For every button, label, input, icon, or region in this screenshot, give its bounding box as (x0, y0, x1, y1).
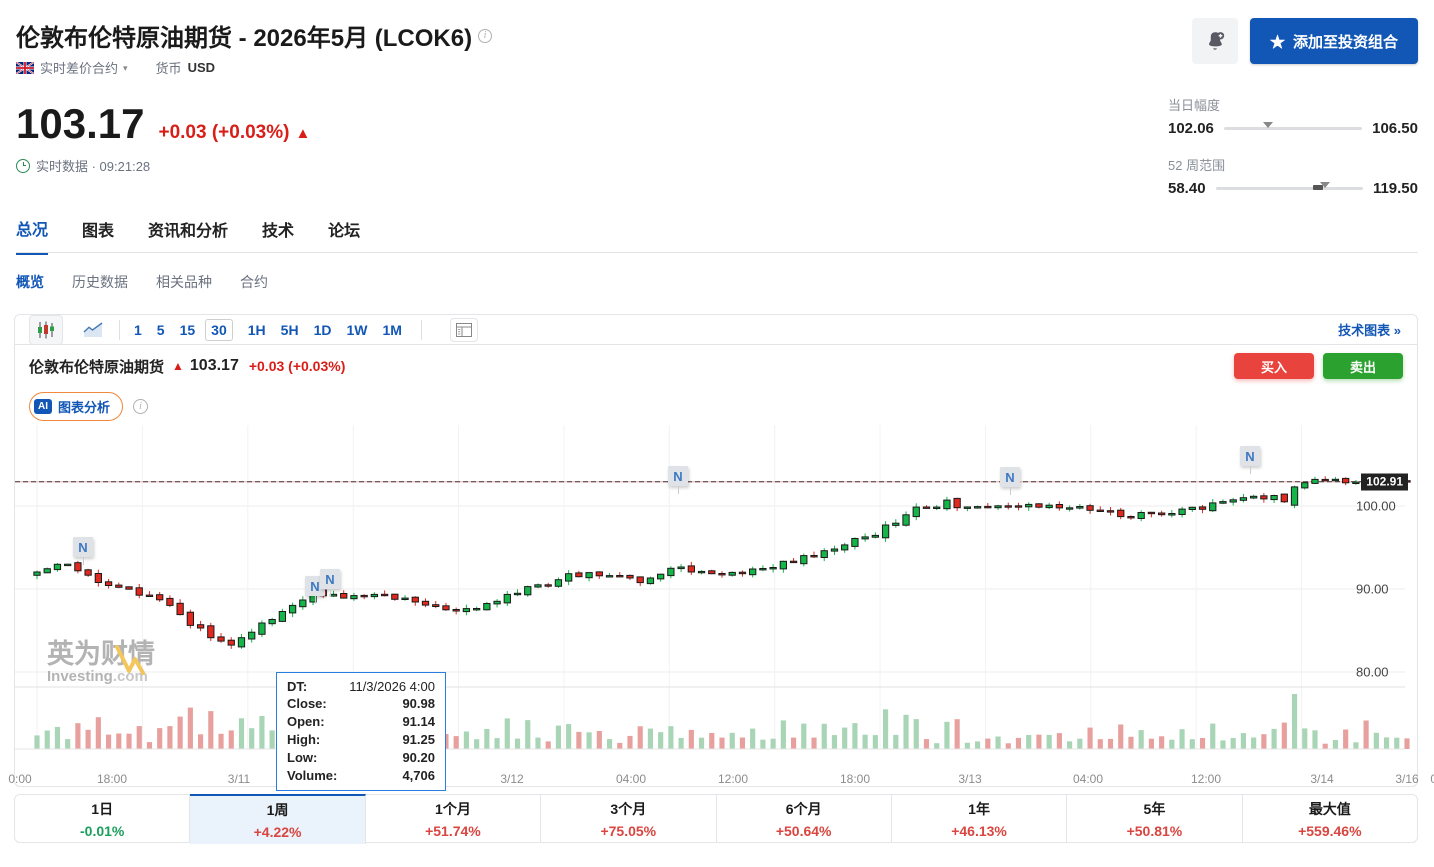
svg-text:Investing.com: Investing.com (47, 668, 148, 685)
